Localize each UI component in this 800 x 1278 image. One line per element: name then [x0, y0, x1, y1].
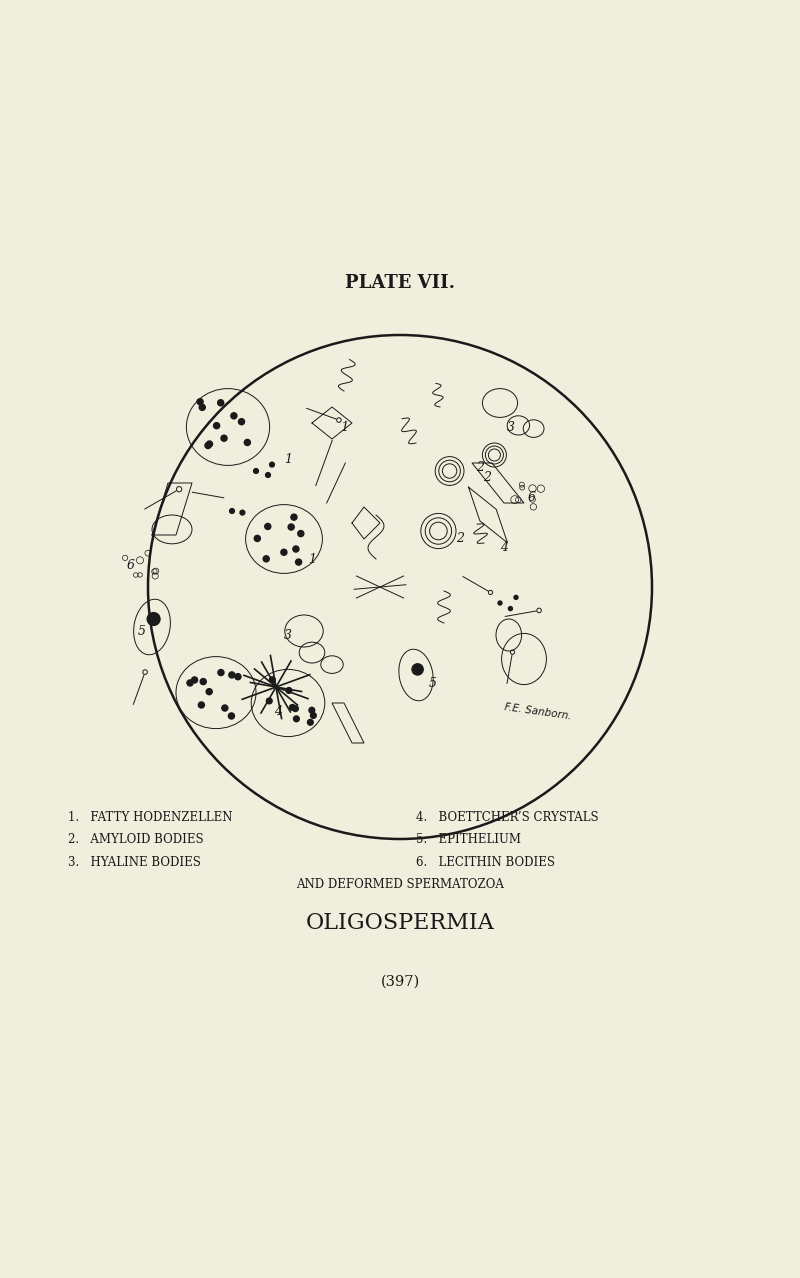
- Circle shape: [199, 404, 206, 410]
- Text: 3: 3: [506, 420, 514, 435]
- Circle shape: [498, 601, 502, 604]
- Circle shape: [197, 399, 203, 405]
- Circle shape: [270, 677, 275, 682]
- Circle shape: [238, 419, 245, 424]
- Text: 5: 5: [429, 677, 437, 690]
- Circle shape: [205, 442, 211, 449]
- Text: 4: 4: [274, 705, 282, 718]
- Circle shape: [307, 720, 314, 725]
- Circle shape: [265, 524, 271, 529]
- Circle shape: [231, 413, 237, 419]
- Circle shape: [191, 677, 198, 682]
- Text: PLATE VII.: PLATE VII.: [345, 273, 455, 291]
- Text: 3.   HYALINE BODIES: 3. HYALINE BODIES: [68, 856, 201, 869]
- Text: 1: 1: [284, 452, 292, 466]
- Circle shape: [309, 707, 314, 713]
- Circle shape: [254, 535, 260, 542]
- Circle shape: [291, 514, 297, 520]
- Text: 1.   FATTY HODENZELLEN: 1. FATTY HODENZELLEN: [68, 812, 233, 824]
- Text: 6: 6: [528, 492, 536, 505]
- Circle shape: [288, 524, 294, 530]
- Text: 5: 5: [138, 625, 146, 638]
- Circle shape: [293, 546, 299, 552]
- Circle shape: [221, 436, 227, 441]
- Circle shape: [509, 607, 513, 611]
- Circle shape: [244, 440, 250, 446]
- Text: F.E. Sanborn.: F.E. Sanborn.: [504, 702, 572, 721]
- Circle shape: [229, 672, 235, 679]
- Text: (397): (397): [380, 974, 420, 988]
- Circle shape: [514, 596, 518, 599]
- Text: 5.   EPITHELIUM: 5. EPITHELIUM: [416, 833, 521, 846]
- Circle shape: [266, 473, 270, 478]
- Text: 2: 2: [476, 461, 484, 474]
- Text: 1: 1: [308, 553, 316, 566]
- Circle shape: [235, 674, 241, 680]
- Circle shape: [147, 612, 160, 625]
- Text: 4.   BOETTCHER’S CRYSTALS: 4. BOETTCHER’S CRYSTALS: [416, 812, 598, 824]
- Circle shape: [222, 705, 228, 711]
- Text: 6: 6: [126, 558, 134, 571]
- Circle shape: [294, 716, 299, 722]
- Circle shape: [266, 698, 272, 704]
- Circle shape: [290, 704, 295, 711]
- Circle shape: [281, 550, 287, 556]
- Circle shape: [295, 558, 302, 565]
- Circle shape: [230, 509, 234, 514]
- Circle shape: [240, 510, 245, 515]
- Text: OLIGOSPERMIA: OLIGOSPERMIA: [306, 912, 494, 934]
- Circle shape: [286, 688, 292, 694]
- Circle shape: [198, 702, 205, 708]
- Circle shape: [263, 556, 270, 562]
- Circle shape: [310, 713, 316, 718]
- Text: 4: 4: [500, 541, 508, 553]
- Circle shape: [218, 400, 224, 406]
- Text: 2: 2: [483, 470, 491, 483]
- Circle shape: [254, 469, 258, 473]
- Circle shape: [412, 663, 423, 675]
- Circle shape: [206, 441, 213, 447]
- Circle shape: [298, 530, 304, 537]
- Text: 2.   AMYLOID BODIES: 2. AMYLOID BODIES: [68, 833, 204, 846]
- Text: 2: 2: [456, 532, 464, 546]
- Circle shape: [187, 680, 193, 686]
- Circle shape: [214, 423, 220, 428]
- Circle shape: [293, 705, 298, 712]
- Circle shape: [270, 463, 274, 466]
- Text: 1: 1: [340, 420, 348, 435]
- Circle shape: [218, 670, 224, 676]
- Circle shape: [228, 713, 234, 720]
- Text: AND DEFORMED SPERMATOZOA: AND DEFORMED SPERMATOZOA: [296, 878, 504, 891]
- Circle shape: [206, 689, 212, 695]
- Circle shape: [200, 679, 206, 685]
- Text: 6.   LECITHIN BODIES: 6. LECITHIN BODIES: [416, 856, 555, 869]
- Text: 3: 3: [284, 629, 292, 642]
